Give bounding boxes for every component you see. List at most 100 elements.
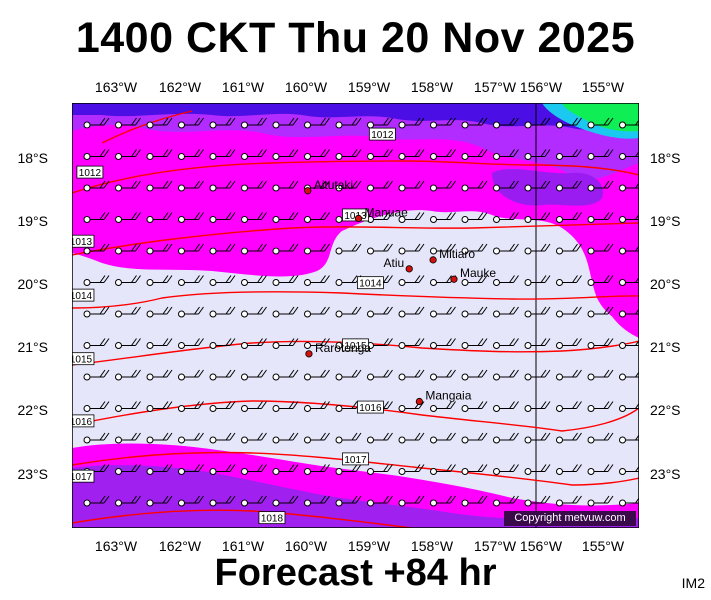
- wind-barb: [524, 275, 551, 286]
- wind-barb: [556, 306, 582, 318]
- wind-barb: [556, 464, 582, 475]
- lat-label: 20°S: [17, 276, 48, 292]
- wind-barb: [398, 149, 425, 160]
- wind-barb: [304, 338, 330, 349]
- wind-barb: [272, 180, 299, 192]
- isobar-label: 1014: [357, 276, 384, 290]
- wind-barb: [430, 306, 456, 318]
- wind-barb: [367, 495, 393, 507]
- wind-barb: [587, 495, 614, 507]
- lat-label: 23°S: [650, 466, 681, 482]
- lon-label: 161°W: [221, 79, 265, 95]
- island-marker: Aitutaki: [304, 178, 353, 195]
- wind-barb: [241, 338, 267, 349]
- lon-label: 156°W: [519, 79, 563, 95]
- isobar-label: 1015: [342, 338, 369, 352]
- wind-barb: [335, 275, 362, 286]
- wind-barb: [493, 149, 519, 160]
- wind-barb: [587, 306, 614, 318]
- wind-barb: [430, 212, 456, 223]
- wind-barb: [209, 243, 236, 255]
- lat-label: 20°S: [650, 276, 681, 292]
- wind-barb: [146, 432, 173, 444]
- wind-barb: [241, 369, 267, 381]
- wind-barb: [398, 464, 425, 475]
- svg-text:1015: 1015: [344, 341, 367, 352]
- wind-barb: [304, 306, 330, 318]
- forecast-label: Forecast +84 hr: [214, 552, 497, 594]
- svg-text:1017: 1017: [72, 472, 93, 483]
- wind-barb: [146, 149, 173, 160]
- wind-barb: [398, 432, 425, 444]
- wind-barb: [619, 213, 639, 223]
- isobar-label: 1016: [72, 414, 95, 428]
- wind-barb: [115, 464, 141, 475]
- wind-barb: [524, 464, 551, 475]
- isobar-label: 1015: [72, 352, 95, 366]
- wind-barb: [461, 212, 488, 223]
- wind-barb: [367, 149, 393, 160]
- wind-barb: [304, 401, 330, 412]
- wind-barb: [209, 432, 236, 444]
- wind-barb: [619, 371, 639, 381]
- svg-text:Atiu: Atiu: [384, 256, 405, 270]
- wind-barb: [524, 149, 551, 160]
- wind-barb: [115, 212, 141, 223]
- wind-barb: [304, 275, 330, 286]
- wind-barb: [83, 275, 110, 286]
- wind-barb: [556, 338, 582, 349]
- isobar-1014: [72, 291, 639, 309]
- wind-barb: [178, 369, 204, 381]
- wind-barb: [241, 495, 267, 507]
- lon-label: 155°W: [581, 79, 625, 95]
- wind-barb: [241, 401, 267, 412]
- wind-barb: [209, 306, 236, 318]
- wind-barbs: [83, 117, 639, 507]
- wind-barb: [367, 464, 393, 475]
- isobar-1013: [72, 222, 639, 256]
- wind-barb: [524, 432, 551, 444]
- svg-text:Mangaia: Mangaia: [425, 389, 471, 403]
- isobar-label: 1017: [342, 452, 369, 466]
- wind-barb: [461, 243, 488, 255]
- wind-barb: [493, 275, 519, 286]
- svg-text:Mitiaro: Mitiaro: [439, 247, 475, 261]
- wind-barb: [146, 243, 173, 255]
- isobar-1017: [72, 451, 639, 486]
- wind-barb: [115, 369, 141, 381]
- wind-barb: [493, 117, 519, 129]
- wind-barb: [619, 339, 639, 349]
- wind-barb: [430, 149, 456, 160]
- wind-barb: [493, 464, 519, 475]
- wind-barb: [209, 275, 236, 286]
- wind-barb: [146, 401, 173, 412]
- wind-barb: [209, 149, 236, 160]
- lon-label: 155°W: [581, 538, 625, 554]
- wind-barb: [146, 495, 173, 507]
- wind-barb: [587, 149, 614, 160]
- isobar-label: 1014: [72, 288, 95, 302]
- wind-barb: [430, 401, 456, 412]
- wind-barb: [556, 117, 582, 129]
- wind-barb: [493, 212, 519, 223]
- wind-barb: [241, 180, 267, 192]
- wind-barb: [398, 338, 425, 349]
- wind-barb: [619, 150, 639, 160]
- wind-barb: [524, 117, 551, 129]
- wind-barb: [209, 117, 236, 129]
- lat-label: 22°S: [17, 402, 48, 418]
- isobar-lines: [72, 110, 639, 528]
- isobar-label: 1012: [76, 165, 104, 179]
- wind-barb: [556, 495, 582, 507]
- lon-label: 163°W: [94, 79, 138, 95]
- wind-barb: [587, 464, 614, 475]
- isobar-label: 1018: [258, 511, 286, 525]
- wind-barb: [83, 495, 110, 507]
- wind-barb: [556, 369, 582, 381]
- wind-barb: [619, 245, 639, 255]
- wind-barb: [493, 369, 519, 381]
- svg-text:1015: 1015: [72, 355, 93, 366]
- wind-barb: [587, 180, 614, 192]
- island-marker: Manuae: [354, 205, 408, 223]
- lat-label: 21°S: [650, 339, 681, 355]
